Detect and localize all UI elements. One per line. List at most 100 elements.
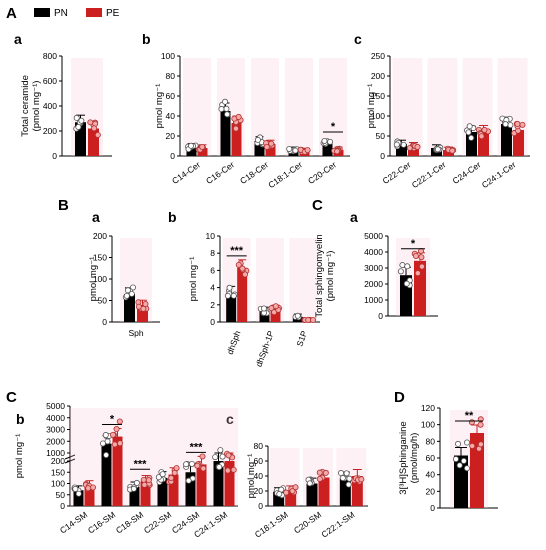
- y-tick-label: 60: [254, 456, 264, 466]
- data-point-pe: [142, 301, 149, 308]
- data-point-pn: [224, 292, 231, 299]
- x-tick-label: C22-SM: [142, 509, 173, 535]
- data-point-pn: [73, 114, 80, 121]
- chart-total-sphingomyelin: 0 1000 2000 3000 4000 5000 Total sphingomyelin…: [314, 231, 438, 321]
- y-tick-label: 800: [43, 51, 57, 61]
- y-tick-label: 20: [254, 486, 264, 496]
- data-point-pn: [260, 305, 267, 312]
- y-tick-label: 40: [426, 470, 436, 480]
- y-tick-label: 80: [166, 71, 176, 81]
- y-tick-label: 200: [93, 231, 107, 241]
- y-tick-label: 50: [376, 131, 386, 141]
- x-tick-label: C18:1-Cer: [266, 159, 304, 190]
- data-point-pe: [85, 485, 92, 492]
- data-point-pn: [397, 268, 404, 275]
- y-tick-label: 60: [426, 453, 436, 463]
- y-tick-label: 120: [421, 403, 435, 413]
- data-point-pe: [235, 261, 242, 268]
- data-point-pn: [124, 287, 131, 294]
- y-axis-title: Total ceramide: [20, 75, 31, 137]
- data-point-pe: [519, 121, 526, 128]
- data-point-pn: [276, 490, 283, 497]
- y-tick-label: 100: [161, 51, 175, 61]
- data-point-pn: [306, 480, 313, 487]
- y-tick-label: 150: [371, 91, 385, 101]
- data-point-pn: [218, 106, 225, 113]
- significance-label: ***: [134, 458, 148, 470]
- y-tick-label: 5000: [46, 401, 65, 411]
- data-point-pe: [406, 144, 413, 151]
- data-point-pe: [414, 143, 421, 150]
- bar-pn-C24-SM: [185, 472, 196, 506]
- data-point-pe: [140, 305, 147, 312]
- chart-sphingosine: 0 50 100 150 200 pmol mg⁻¹ Sph: [88, 231, 160, 338]
- data-point-pe: [469, 442, 476, 449]
- data-point-pe: [289, 487, 296, 494]
- data-point-pe: [87, 119, 94, 126]
- data-point-pn: [75, 490, 82, 497]
- panel-label-B: B: [58, 197, 69, 214]
- panel-label-C-sphingomyelin: C: [312, 197, 323, 214]
- data-point-pn: [468, 134, 475, 141]
- legend-swatch-pn: [34, 8, 50, 17]
- y-axis-title: pmol mg⁻¹: [88, 257, 99, 302]
- background-shade: [427, 58, 458, 156]
- legend-label-pe: PE: [106, 8, 120, 19]
- bar-pe-C16-SM: [112, 436, 123, 506]
- data-point-pe: [141, 481, 148, 488]
- data-point-pe: [322, 469, 329, 476]
- data-point-pe: [316, 475, 323, 482]
- data-point-pn: [128, 290, 135, 297]
- data-point-pe: [225, 452, 232, 459]
- data-point-pe: [242, 271, 249, 278]
- bar-pn-C16-SM: [101, 443, 112, 506]
- data-point-pe: [283, 489, 290, 496]
- data-point-pe: [145, 477, 152, 484]
- data-point-pn: [217, 447, 224, 454]
- legend-label-pn: PN: [54, 8, 68, 19]
- bar-pe-C24:1-SM: [224, 461, 235, 506]
- x-tick-label: dhSph-1P: [254, 329, 276, 368]
- subpanel-label-Ac: c: [354, 31, 362, 47]
- bar-pe-dhSph: [237, 267, 248, 322]
- y-tick-label: 250: [371, 51, 385, 61]
- data-point-pn: [75, 123, 82, 130]
- data-point-pn: [72, 485, 79, 492]
- y-tick-label: 2000: [46, 436, 65, 446]
- y-tick-label: 60: [166, 91, 176, 101]
- data-point-pn: [219, 453, 226, 460]
- data-point-pe: [292, 484, 299, 491]
- data-point-pn: [507, 122, 514, 129]
- bar-pn-total: [75, 122, 86, 156]
- data-point-pe: [477, 421, 484, 428]
- y-tick-label: 1000: [364, 295, 383, 305]
- data-point-pn: [159, 471, 166, 478]
- y-tick-label: 3000: [46, 425, 65, 435]
- bar-pn-C24:1-SM: [213, 461, 224, 506]
- subpanel-label-Cb: b: [16, 411, 25, 427]
- bar-pe-C16-Cer: [231, 123, 242, 156]
- bar-pe-C14-SM: [84, 485, 95, 506]
- y-tick-label: 0: [378, 311, 383, 321]
- bar-pe-C22:1-SM: [351, 476, 363, 506]
- y-axis-title: Total sphingomyelin: [314, 234, 325, 317]
- y-axis-title: pmol mg⁻¹: [366, 84, 377, 129]
- data-point-pe: [232, 125, 239, 132]
- data-point-pe: [418, 254, 425, 261]
- y-tick-label: 80: [254, 441, 264, 451]
- data-point-pn: [130, 485, 137, 492]
- bar-pn-C18-SM: [129, 486, 140, 506]
- data-point-pn: [133, 479, 140, 486]
- y-tick-label: 0: [258, 501, 263, 511]
- y-tick-label: 2000: [364, 279, 383, 289]
- data-point-pn: [103, 452, 110, 459]
- data-point-pe: [230, 466, 237, 473]
- data-point-pn: [286, 145, 293, 152]
- chart-sphinganine-synthesis: 0 20 40 60 80 100 120 3[³H]Sphinganine (pmol/mg/…: [398, 403, 498, 513]
- x-tick-label: S1P: [294, 329, 309, 348]
- y-tick-label: 150: [93, 253, 107, 263]
- data-point-pe: [194, 462, 201, 469]
- y-axis-title: pmol mg⁻¹: [14, 434, 25, 479]
